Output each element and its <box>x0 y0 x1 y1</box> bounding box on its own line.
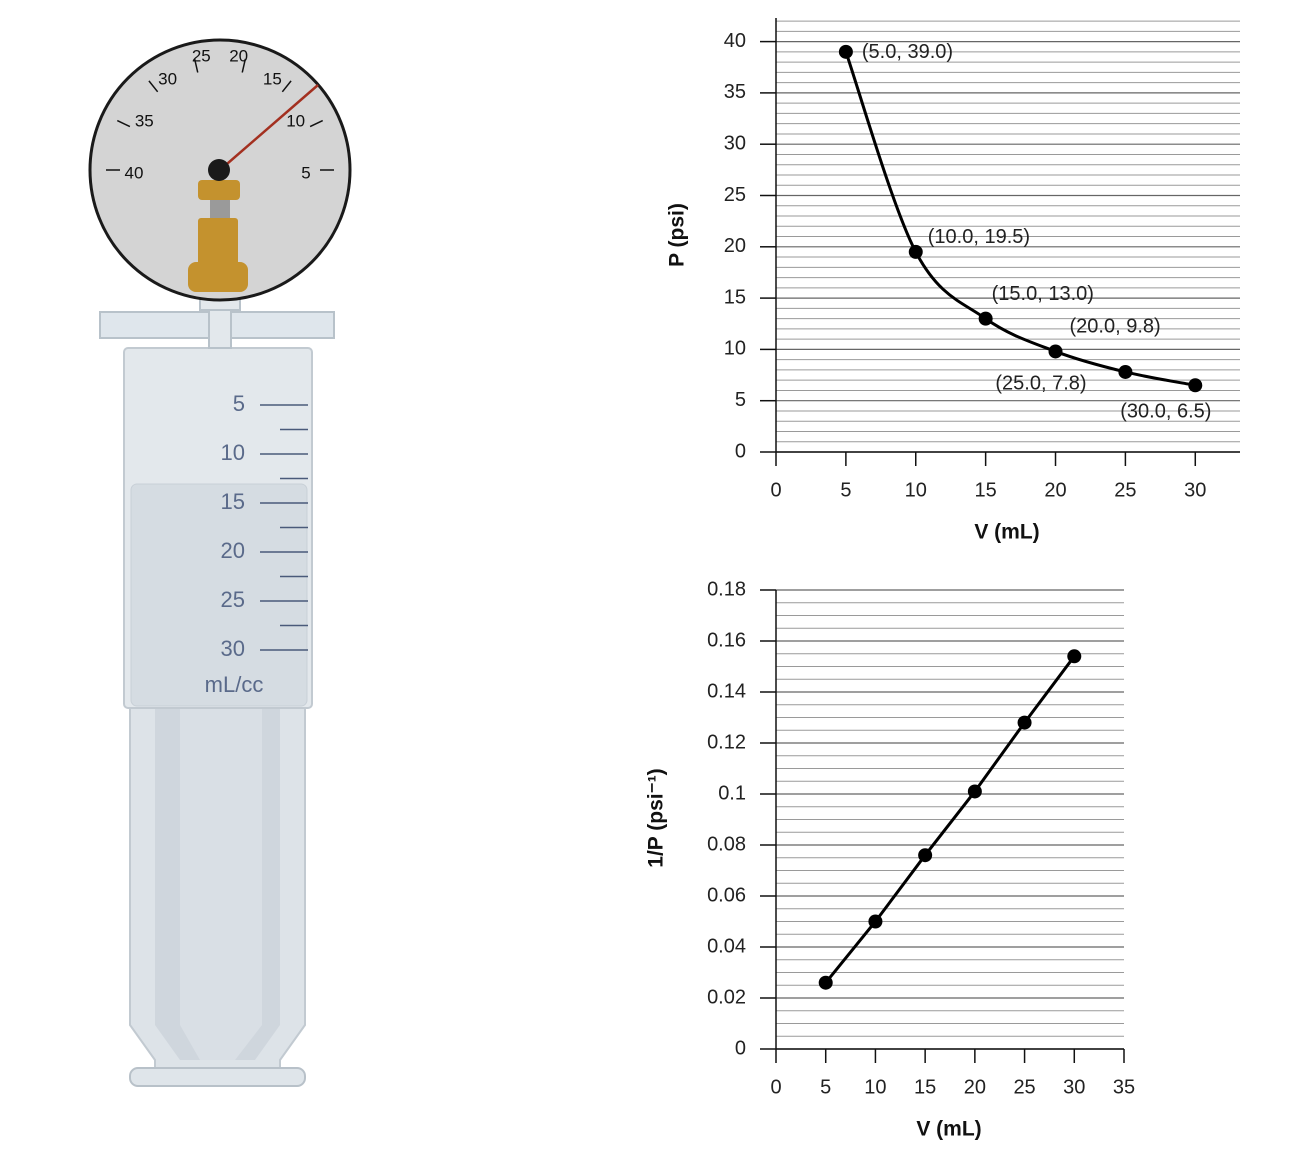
data-point <box>918 848 933 863</box>
x-tick-label: 25 <box>1013 1076 1035 1098</box>
x-tick-label: 5 <box>840 479 851 501</box>
y-tick-label: 40 <box>724 30 746 52</box>
y-axis-title: 1/P (psi⁻¹) <box>645 768 668 867</box>
data-point <box>1188 378 1203 393</box>
data-point <box>1048 344 1063 359</box>
chart: 0 5 10 15 20 25 30 35 40 0 5 10 15 20 25 30 V (mL) P (psi… <box>666 18 1240 544</box>
gauge-label: 15 <box>263 70 282 89</box>
data-point <box>1017 715 1032 730</box>
syringe-label: 20 <box>221 538 245 563</box>
needle-hub <box>208 159 230 181</box>
x-axis-title: V (mL) <box>916 1118 981 1141</box>
charts: 0 5 10 15 20 25 30 35 40 0 5 10 15 20 25 30 V (mL) P (psi… <box>645 18 1240 1141</box>
y-tick-label: 10 <box>724 338 746 360</box>
data-point <box>908 244 923 259</box>
data-line <box>824 655 1076 984</box>
x-tick-label: 5 <box>820 1076 831 1098</box>
y-tick-label: 0.14 <box>707 680 746 702</box>
gauge-label: 5 <box>301 163 310 182</box>
syringe-label: 30 <box>221 636 245 661</box>
gauge-label: 20 <box>229 46 248 65</box>
y-tick-label: 0 <box>735 1037 746 1059</box>
data-point <box>838 44 853 59</box>
gauge-tick <box>148 80 159 93</box>
fitting-mid <box>198 218 238 266</box>
data-label: (30.0, 6.5) <box>1120 401 1211 423</box>
y-tick-label: 35 <box>724 81 746 103</box>
data-label: (25.0, 7.8) <box>995 372 1086 394</box>
data-point <box>1067 649 1082 664</box>
syringe-unit: mL/cc <box>205 672 264 697</box>
x-tick-label: 20 <box>1044 479 1066 501</box>
gauge-tick <box>309 119 324 128</box>
data-label: (10.0, 19.5) <box>928 226 1030 248</box>
x-tick-label: 15 <box>914 1076 936 1098</box>
x-tick-label: 15 <box>975 479 997 501</box>
y-tick-label: 30 <box>724 132 746 154</box>
fitting-top <box>198 180 240 200</box>
y-tick-label: 5 <box>735 389 746 411</box>
data-label: (15.0, 13.0) <box>992 283 1094 305</box>
x-tick-label: 30 <box>1063 1076 1085 1098</box>
y-axis-title: P (psi) <box>666 203 689 267</box>
syringe-label: 25 <box>221 587 245 612</box>
data-point <box>818 975 833 990</box>
plunger-core <box>180 708 262 1060</box>
y-tick-label: 0.16 <box>707 629 746 651</box>
nozzle <box>208 305 232 349</box>
gauge: 40 35 30 25 20 15 10 5 <box>88 38 352 302</box>
gauge-label: 25 <box>192 46 211 65</box>
gauge-tick <box>116 119 131 128</box>
x-tick-label: 20 <box>964 1076 986 1098</box>
x-tick-label: 10 <box>864 1076 886 1098</box>
gauge-label: 10 <box>286 111 305 130</box>
gauge-scale: 40 35 30 25 20 15 10 5 <box>106 46 334 182</box>
data-label: (20.0, 9.8) <box>1070 316 1161 338</box>
needle <box>219 84 319 171</box>
y-tick-label: 0.08 <box>707 833 746 855</box>
fitting-base <box>188 262 248 292</box>
gauge-label: 40 <box>125 163 144 182</box>
syringe: 5 10 15 20 25 30 mL/cc <box>99 297 335 1087</box>
y-tick-label: 0.18 <box>707 578 746 600</box>
y-tick-label: 0.02 <box>707 986 746 1008</box>
data-label: (5.0, 39.0) <box>862 41 953 63</box>
x-tick-label: 0 <box>770 1076 781 1098</box>
gauge-tick <box>193 58 199 73</box>
gauge-label: 30 <box>158 70 177 89</box>
x-tick-label: 25 <box>1114 479 1136 501</box>
y-tick-label: 0.06 <box>707 884 746 906</box>
chart: 0 0.02 0.04 0.06 0.08 0.1 0.12 0.14 0.16 0.18 0 5 10… <box>645 578 1136 1140</box>
x-tick-label: 0 <box>770 479 781 501</box>
y-tick-label: 15 <box>724 286 746 308</box>
data-point <box>868 914 883 929</box>
x-tick-label: 10 <box>905 479 927 501</box>
y-tick-label: 0.04 <box>707 935 746 957</box>
syringe-scale: 5 10 15 20 25 30 mL/cc <box>205 391 308 697</box>
syringe-label: 10 <box>221 440 245 465</box>
syringe-label: 5 <box>233 391 245 416</box>
y-tick-label: 0.1 <box>718 782 746 804</box>
y-tick-label: 25 <box>724 184 746 206</box>
data-point <box>1118 364 1133 379</box>
gauge-tick <box>241 58 247 73</box>
x-axis-title: V (mL) <box>974 521 1039 544</box>
syringe-label: 15 <box>221 489 245 514</box>
y-tick-label: 0.12 <box>707 731 746 753</box>
plunger-base <box>129 1067 306 1087</box>
data-point <box>967 784 982 799</box>
gauge-label: 35 <box>135 111 154 130</box>
y-tick-label: 20 <box>724 235 746 257</box>
gauge-tick <box>281 80 292 93</box>
y-tick-label: 0 <box>735 440 746 462</box>
x-tick-label: 35 <box>1113 1076 1135 1098</box>
data-point <box>978 311 993 326</box>
x-tick-label: 30 <box>1184 479 1206 501</box>
